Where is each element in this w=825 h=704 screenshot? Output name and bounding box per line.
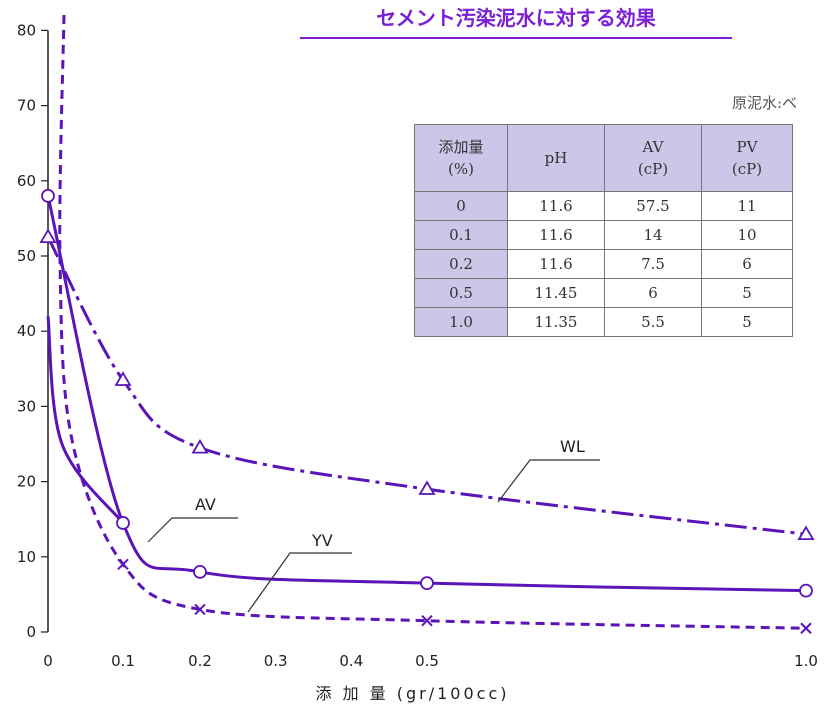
table-header-ph: pH <box>508 125 605 192</box>
table-cell: 5 <box>702 308 793 337</box>
properties-table: 添加量 (%) pH AV (cP) PV (cP) 0 11.6 57.5 1… <box>414 124 793 337</box>
y-tick-label: 30 <box>17 397 36 415</box>
av-point <box>42 190 54 202</box>
table-cell: 11.6 <box>508 250 605 279</box>
table-cell: 11.6 <box>508 192 605 221</box>
wl-point <box>41 230 55 242</box>
yv-point <box>118 559 128 569</box>
av-point <box>117 517 129 529</box>
chart-title: セメント汚染泥水に対する効果 <box>300 2 732 39</box>
table-row: 0.2 11.6 7.5 6 <box>415 250 793 279</box>
x-tick-label: 0.4 <box>339 652 363 670</box>
table-row: 0.1 11.6 14 10 <box>415 221 793 250</box>
table-cell: 0.5 <box>415 279 508 308</box>
table-row: 0 11.6 57.5 11 <box>415 192 793 221</box>
callout-label-yv: YV <box>311 531 333 550</box>
y-tick-label: 80 <box>17 21 36 39</box>
y-tick-label: 10 <box>17 548 36 566</box>
table-cell: 11.6 <box>508 221 605 250</box>
callout-label-wl: WL <box>560 437 585 456</box>
x-tick-label: 0.3 <box>264 652 288 670</box>
y-tick-label: 70 <box>17 97 36 115</box>
x-tick-label: 0.2 <box>188 652 212 670</box>
y-tick-label: 0 <box>26 623 36 641</box>
table-header-row: 添加量 (%) pH AV (cP) PV (cP) <box>415 125 793 192</box>
av-point <box>800 585 812 597</box>
table-cell: 0.1 <box>415 221 508 250</box>
table-cell: 0 <box>415 192 508 221</box>
table-header-additive: 添加量 (%) <box>415 125 508 192</box>
y-tick-label: 50 <box>17 247 36 265</box>
callout-leader <box>498 460 600 502</box>
table-cell: 0.2 <box>415 250 508 279</box>
x-axis-label: 添 加 量 (gr/100cc) <box>0 680 825 704</box>
table-cell: 11.35 <box>508 308 605 337</box>
av-point <box>194 566 206 578</box>
table-header-pv: PV (cP) <box>702 125 793 192</box>
y-tick-label: 20 <box>17 473 36 491</box>
table-cell: 7.5 <box>605 250 702 279</box>
table-cell: 11.45 <box>508 279 605 308</box>
callout-label-av: AV <box>195 495 216 514</box>
table-cell: 1.0 <box>415 308 508 337</box>
table-cell: 14 <box>605 221 702 250</box>
x-tick-label: 0.5 <box>415 652 439 670</box>
table-cell: 11 <box>702 192 793 221</box>
yv-point <box>801 623 811 633</box>
table-cell: 5.5 <box>605 308 702 337</box>
table-cell: 6 <box>702 250 793 279</box>
table-cell: 6 <box>605 279 702 308</box>
x-tick-label: 0 <box>43 652 53 670</box>
y-tick-label: 40 <box>17 322 36 340</box>
callout-leader <box>148 518 238 542</box>
x-tick-label: 1.0 <box>794 652 818 670</box>
table-row: 1.0 11.35 5.5 5 <box>415 308 793 337</box>
table-header-av: AV (cP) <box>605 125 702 192</box>
table-cell: 57.5 <box>605 192 702 221</box>
wl-point <box>193 441 207 453</box>
table-cell: 5 <box>702 279 793 308</box>
av-point <box>421 577 433 589</box>
y-tick-label: 60 <box>17 172 36 190</box>
x-tick-label: 0.1 <box>111 652 135 670</box>
wl-point <box>420 482 434 494</box>
table-note: 原泥水:ベ <box>732 92 797 113</box>
table-row: 0.5 11.45 6 5 <box>415 279 793 308</box>
table-cell: 10 <box>702 221 793 250</box>
